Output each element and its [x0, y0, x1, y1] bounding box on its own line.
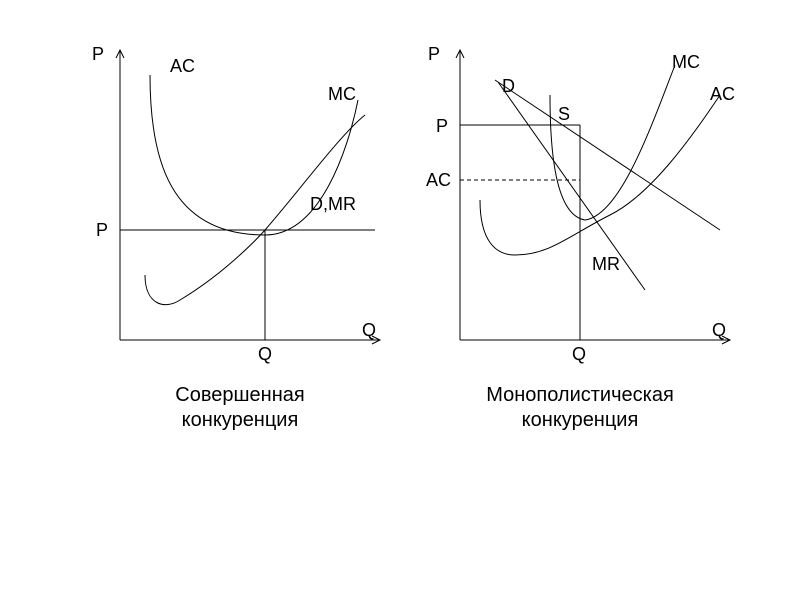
tick-ac: AC [426, 170, 451, 190]
label-ac: AC [710, 84, 735, 104]
left-caption: Совершенная конкуренция [90, 383, 390, 433]
left-chart: P Q P Q AC MC D,MR Совершенная конкуренц… [90, 40, 390, 433]
axis-label-q: Q [362, 320, 376, 340]
ac-curve [480, 95, 720, 255]
mc-curve [550, 65, 675, 220]
d-line [495, 80, 720, 230]
label-s: S [558, 104, 570, 124]
tick-q: Q [258, 344, 272, 364]
left-caption-line1: Совершенная [175, 384, 304, 406]
axis-label-q: Q [712, 320, 726, 340]
left-caption-line2: конкуренция [182, 409, 299, 431]
label-mc: MC [328, 84, 356, 104]
right-caption-line2: конкуренция [522, 409, 639, 431]
axis-label-p: P [92, 44, 104, 64]
label-d: D [502, 76, 515, 96]
label-ac: AC [170, 56, 195, 76]
label-dmr: D,MR [310, 194, 356, 214]
right-chart: P Q P AC Q MC AC D S MR Монополистическа… [420, 40, 740, 433]
axis-label-p: P [428, 44, 440, 64]
mr-line [498, 82, 645, 290]
label-mr: MR [592, 254, 620, 274]
right-caption-line1: Монополистическая [486, 384, 674, 406]
tick-q: Q [572, 344, 586, 364]
right-caption: Монополистическая конкуренция [420, 383, 740, 433]
tick-p: P [436, 116, 448, 136]
tick-p: P [96, 220, 108, 240]
label-mc: MC [672, 52, 700, 72]
